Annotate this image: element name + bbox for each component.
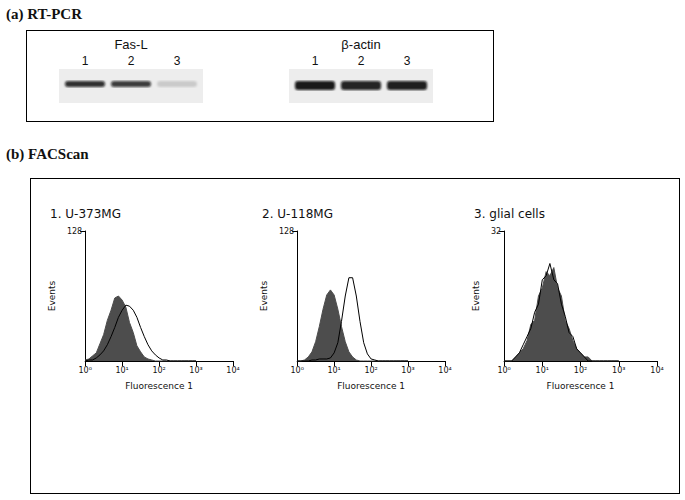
svg-text:3: 3 [404,54,411,68]
svg-text:10⁰: 10⁰ [290,366,303,375]
svg-text:2: 2 [358,54,365,68]
svg-text:10⁴: 10⁴ [650,366,663,375]
html-text:(a) RT-PCR: (a) RT-PCR [6,6,82,22]
svg-text:1. U-373MG: 1. U-373MG [50,207,121,221]
svg-text:Fas-L: Fas-L [114,37,147,52]
svg-text:10⁰: 10⁰ [497,366,510,375]
svg-text:10¹: 10¹ [536,366,549,375]
svg-text:10¹: 10¹ [327,366,340,375]
svg-text:10³: 10³ [612,366,625,375]
svg-text:128: 128 [279,227,294,236]
svg-text:10⁴: 10⁴ [226,366,239,375]
svg-text:3: 3 [174,54,181,68]
svg-text:Events: Events [471,280,481,311]
svg-text:1: 1 [82,54,89,68]
svg-text:10²: 10² [364,366,377,375]
svg-text:2: 2 [128,54,135,68]
svg-text:2. U-118MG: 2. U-118MG [262,207,333,221]
svg-text:32: 32 [491,227,501,236]
svg-text:10⁰: 10⁰ [78,366,91,375]
svg-text:Fluorescence 1: Fluorescence 1 [337,381,405,391]
svg-text:10⁴: 10⁴ [438,366,451,375]
svg-text:10³: 10³ [189,366,202,375]
svg-text:10²: 10² [152,366,165,375]
svg-text:10²: 10² [574,366,587,375]
svg-text:128: 128 [67,227,82,236]
svg-text:Fluorescence 1: Fluorescence 1 [547,381,615,391]
svg-text:Events: Events [259,280,269,311]
svg-text:β-actin: β-actin [341,37,380,52]
svg-text:1: 1 [312,54,319,68]
svg-text:Fluorescence 1: Fluorescence 1 [125,381,193,391]
svg-text:10¹: 10¹ [115,366,128,375]
svg-text:Events: Events [47,280,57,311]
svg-text:3. glial cells: 3. glial cells [474,207,545,221]
html-text:(b) FACScan: (b) FACScan [6,146,89,162]
svg-text:10³: 10³ [401,366,414,375]
